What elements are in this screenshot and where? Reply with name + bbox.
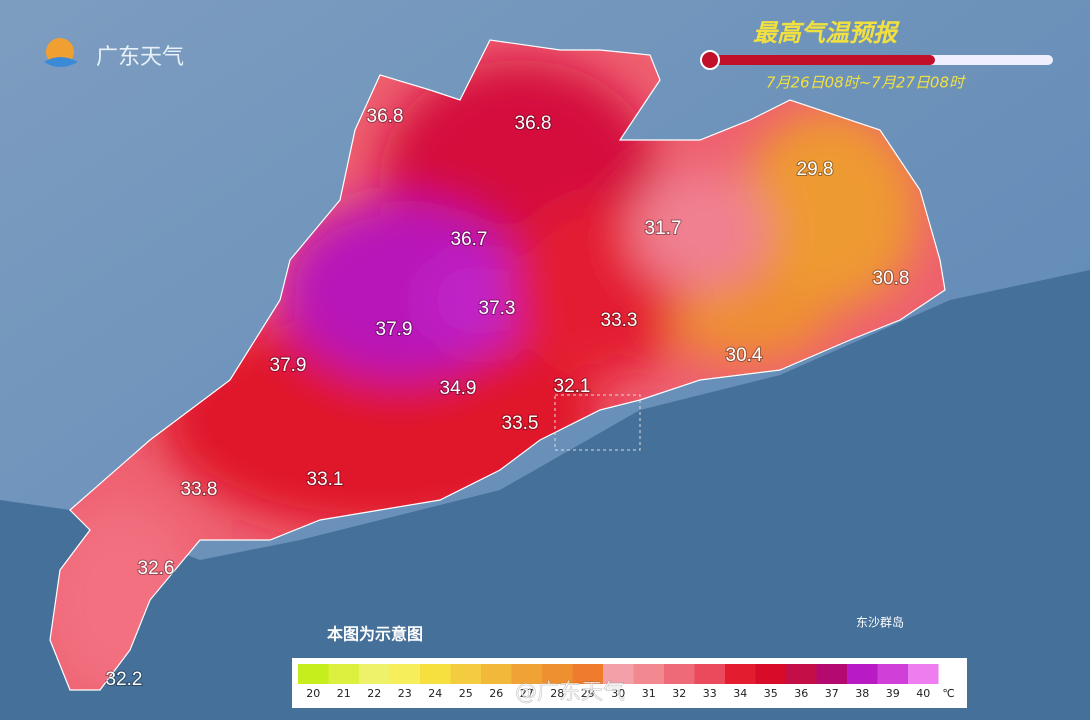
legend-label: 20: [306, 687, 320, 700]
legend-swatch: [542, 664, 573, 684]
temperature-label: 33.5: [502, 413, 539, 434]
legend-swatch: [389, 664, 420, 684]
temperature-label: 29.8: [797, 159, 834, 180]
temperature-label: 32.6: [138, 558, 175, 579]
logo-text: 广东天气: [96, 45, 184, 70]
legend-swatch: [908, 664, 939, 684]
legend-swatch: [725, 664, 756, 684]
temperature-label: 37.9: [376, 319, 413, 340]
temperature-label: 33.3: [601, 310, 638, 331]
legend-label: 29: [581, 687, 595, 700]
legend-label: 39: [886, 687, 900, 700]
temperature-label: 37.3: [479, 298, 516, 319]
legend-swatch: [359, 664, 390, 684]
hk-box: [554, 394, 641, 451]
temperature-label: 33.8: [181, 479, 218, 500]
legend-swatch: [847, 664, 878, 684]
legend-swatch: [694, 664, 725, 684]
legend-swatch: [481, 664, 512, 684]
temperature-label: 32.2: [106, 669, 143, 690]
legend-label: 25: [459, 687, 473, 700]
legend-swatch: [633, 664, 664, 684]
temperature-label: 30.4: [726, 345, 763, 366]
legend-swatch: [511, 664, 542, 684]
legend-label: 21: [337, 687, 351, 700]
legend-swatch: [450, 664, 481, 684]
legend-label: 38: [855, 687, 869, 700]
temperature-label: 31.7: [645, 218, 682, 239]
legend-swatch: [572, 664, 603, 684]
legend-label: 36: [794, 687, 808, 700]
logo-icon-wave: [44, 57, 78, 67]
legend-label: 27: [520, 687, 534, 700]
legend-label: 40: [916, 687, 930, 700]
legend-label: 34: [733, 687, 747, 700]
legend-swatch: [603, 664, 634, 684]
island-name: 东沙群岛: [856, 615, 904, 630]
legend-unit: ℃: [942, 687, 954, 700]
sea: [0, 270, 1090, 720]
temperature-label: 36.8: [515, 113, 552, 134]
watermark: @广东天气: [515, 680, 625, 705]
legend-label: 33: [703, 687, 717, 700]
legend-swatch: [755, 664, 786, 684]
thermo-bulb: [700, 50, 720, 70]
temperature-label: 30.8: [873, 268, 910, 289]
time-range: 7月26日08时~7月27日08时: [766, 74, 966, 92]
temperature-label: 36.8: [367, 106, 404, 127]
legend-swatch: [877, 664, 908, 684]
legend-label: 37: [825, 687, 839, 700]
temperature-label: 33.1: [307, 469, 344, 490]
thermo-fill: [705, 55, 935, 65]
legend-label: 26: [489, 687, 503, 700]
legend: 20 21 22 23 24 25 26 27 28 29 30 31 32 33 34 35 36 37 38 39…: [298, 664, 955, 700]
legend-swatch: [816, 664, 847, 684]
legend-label: 30: [611, 687, 625, 700]
legend-label: 22: [367, 687, 381, 700]
temperature-label: 37.9: [270, 355, 307, 376]
temperature-label: 32.1: [554, 376, 591, 397]
legend-swatch: [298, 664, 329, 684]
temperature-label: 36.7: [451, 229, 488, 250]
legend-swatch: [786, 664, 817, 684]
legend-swatch: [420, 664, 451, 684]
legend-label: 32: [672, 687, 686, 700]
note: 本图为示意图: [327, 625, 423, 644]
legend-label: 31: [642, 687, 656, 700]
labels: 36.8 36.8 36.7 37.3 37.9 37.9 34.9 33.3 31.7 29.8…: [105, 105, 911, 691]
legend-label: 35: [764, 687, 778, 700]
legend-label: 24: [428, 687, 442, 700]
legend-swatch: [664, 664, 695, 684]
legend-label: 23: [398, 687, 412, 700]
title: 最高气温预报: [753, 19, 900, 47]
legend-label: 28: [550, 687, 564, 700]
legend-swatch: [328, 664, 359, 684]
temperature-label: 34.9: [440, 378, 477, 399]
